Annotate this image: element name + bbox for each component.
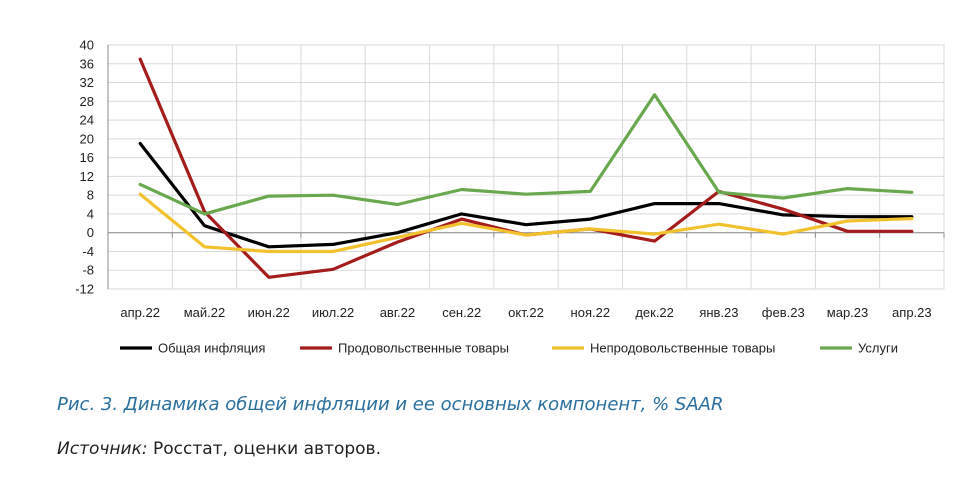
data-point [781,232,785,236]
data-point [524,233,528,237]
data-point [717,222,721,226]
data-point [202,224,206,228]
y-tick-label: 4 [87,206,94,221]
source-text: Росстат, оценки авторов. [147,439,381,459]
x-tick-label: дек.22 [635,305,674,320]
x-tick-label: июн.22 [248,305,290,320]
y-tick-label: -8 [82,263,94,278]
y-tick-label: -12 [75,282,94,297]
data-point [202,212,206,216]
data-point [524,192,528,196]
x-tick-label: янв.23 [699,305,738,320]
data-point [460,221,464,225]
x-tick-label: мар.23 [827,305,868,320]
y-tick-label: 28 [80,94,94,109]
data-point [267,275,271,279]
data-point [588,217,592,221]
y-tick-label: 32 [80,75,94,90]
source-note: Источник: Росстат, оценки авторов. [57,439,381,459]
data-point [910,217,914,221]
data-point [460,217,464,221]
data-point [717,202,721,206]
data-point [267,194,271,198]
data-point [653,202,657,206]
x-tick-label: сен.22 [442,305,481,320]
x-tick-label: апр.23 [892,305,932,320]
data-point [781,207,785,211]
x-tick-label: авг.22 [380,305,415,320]
data-point [395,240,399,244]
data-point [781,213,785,217]
plot-area [107,44,945,290]
data-point [138,57,142,61]
data-point [395,203,399,207]
data-point [395,231,399,235]
data-point [267,249,271,253]
data-point [331,242,335,246]
y-tick-label: 16 [80,150,94,165]
legend-label: Общая инфляция [158,341,265,356]
data-point [588,227,592,231]
legend-label: Непродовольственные товары [590,341,775,356]
data-point [267,245,271,249]
data-point [653,93,657,97]
x-tick-label: окт.22 [508,305,544,320]
legend-label: Услуги [858,341,898,356]
data-point [138,142,142,146]
series-line [138,57,914,279]
series-lines [138,57,914,279]
data-point [910,229,914,233]
x-tick-label: фев.23 [762,305,805,320]
y-tick-label: 0 [87,225,94,240]
data-point [331,193,335,197]
data-point [138,182,142,186]
data-point [653,239,657,243]
series-line [138,141,914,249]
y-tick-label: 40 [80,38,94,53]
source-label: Источник: [57,439,148,459]
y-tick-label: 12 [80,169,94,184]
data-point [653,232,657,236]
line-chart: -12 -8 -4 0 4 8 12 16 20 24 28 32 36 40 апр.22 май.22 ию… [75,38,945,356]
x-tick-label: май.22 [184,305,226,320]
data-point [138,192,142,196]
y-tick-label: -4 [82,244,94,259]
figure-caption: Рис. 3. Динамика общей инфляции и ее осн… [57,394,724,415]
series-line [138,93,914,216]
data-point [717,190,721,194]
data-point [202,245,206,249]
data-point [331,249,335,253]
legend: Общая инфляция Продовольственные товары Не… [120,341,898,356]
data-point [524,223,528,227]
legend-label: Продовольственные товары [338,341,509,356]
data-point [846,229,850,233]
data-point [910,190,914,194]
data-point [846,215,850,219]
data-point [395,235,399,239]
chart: -12 -8 -4 0 4 8 12 16 20 24 28 32 36 40 апр.22 май.22 ию… [75,38,945,356]
series-line [138,192,914,254]
data-point [331,267,335,271]
x-tick-label: июл.22 [312,305,354,320]
x-tick-label: апр.22 [120,305,160,320]
axes: -12 -8 -4 0 4 8 12 16 20 24 28 32 36 40 апр.22 май.22 ию… [75,38,945,320]
grid [107,44,945,290]
x-tick-label: ноя.22 [571,305,611,320]
y-tick-label: 24 [80,113,94,128]
y-tick-label: 20 [80,131,94,146]
data-point [460,212,464,216]
data-point [781,196,785,200]
data-point [846,219,850,223]
data-point [588,189,592,193]
y-tick-label: 8 [87,188,94,203]
data-point [460,188,464,192]
y-tick-label: 36 [80,56,94,71]
data-point [846,187,850,191]
